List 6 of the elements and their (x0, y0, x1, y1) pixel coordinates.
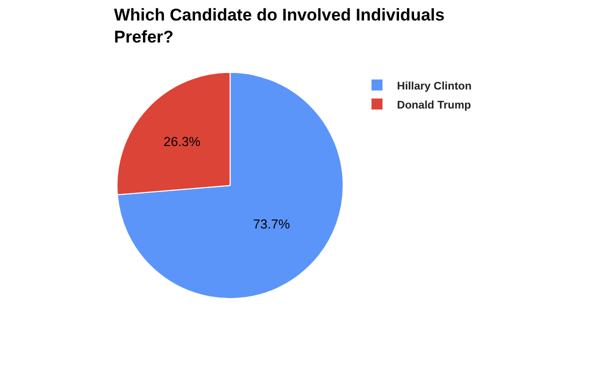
legend-label: Hillary Clinton (397, 80, 472, 92)
pie-slice (116, 72, 344, 299)
legend-label: Donald Trump (397, 99, 472, 112)
data-label: 73.7% (253, 216, 290, 232)
chart-title: Which Candidate do Involved Individuals Prefer? (114, 5, 445, 47)
data-label: 26.3% (164, 134, 201, 149)
